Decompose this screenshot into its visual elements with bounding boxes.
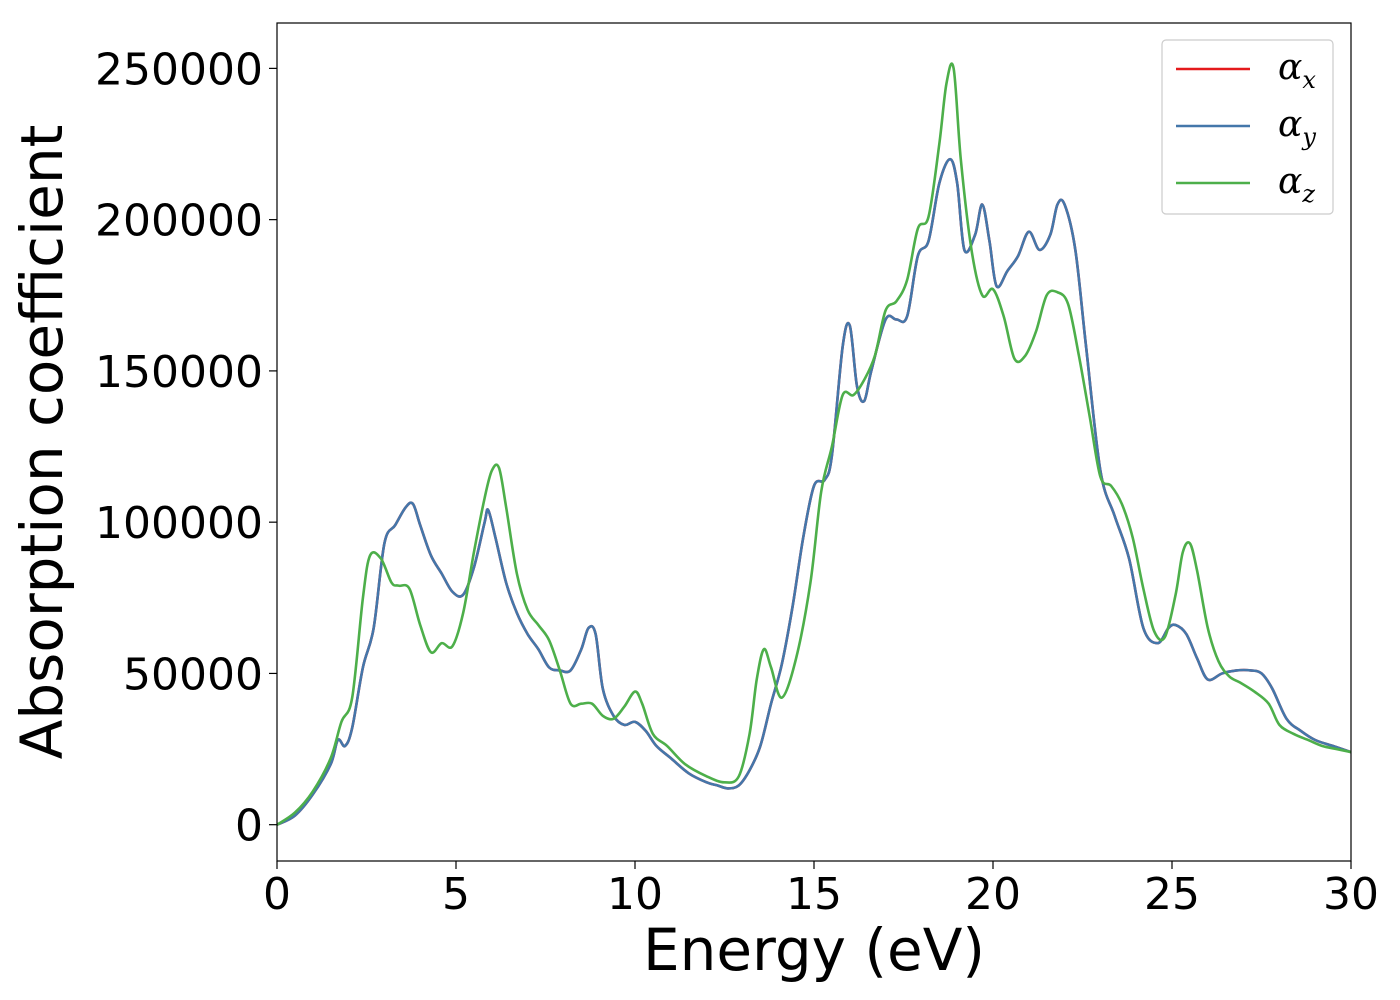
series-line-z	[277, 62, 1351, 826]
y-tick-label: 0	[235, 801, 263, 852]
x-tick-label: 30	[1323, 869, 1379, 920]
y-tick-label: 200000	[95, 196, 263, 247]
y-tick-label: 150000	[95, 347, 263, 398]
x-tick-label: 10	[607, 869, 663, 920]
x-tick-label: 25	[1144, 869, 1200, 920]
legend-label-y: αy	[1278, 104, 1316, 151]
y-axis-ticks: 0 50000 100000 150000 200000 250000	[95, 44, 277, 852]
legend: αx αy αz	[1161, 39, 1334, 215]
x-tick-label: 20	[965, 869, 1021, 920]
x-axis-label: Energy (eV)	[643, 916, 985, 984]
x-tick-label: 0	[263, 869, 291, 920]
x-axis-ticks: 0 5 10 15 20 25 30	[263, 861, 1379, 920]
legend-label-x: αx	[1278, 47, 1316, 94]
legend-label-z: αz	[1278, 161, 1315, 208]
series-line-y	[277, 157, 1351, 826]
y-tick-label: 50000	[123, 649, 263, 700]
y-axis-label: Absorption coefficient	[8, 125, 76, 760]
x-tick-label: 5	[442, 869, 470, 920]
y-tick-label: 100000	[95, 498, 263, 549]
series-lines	[277, 62, 1351, 826]
y-tick-label: 250000	[95, 44, 263, 95]
x-tick-label: 15	[786, 869, 842, 920]
